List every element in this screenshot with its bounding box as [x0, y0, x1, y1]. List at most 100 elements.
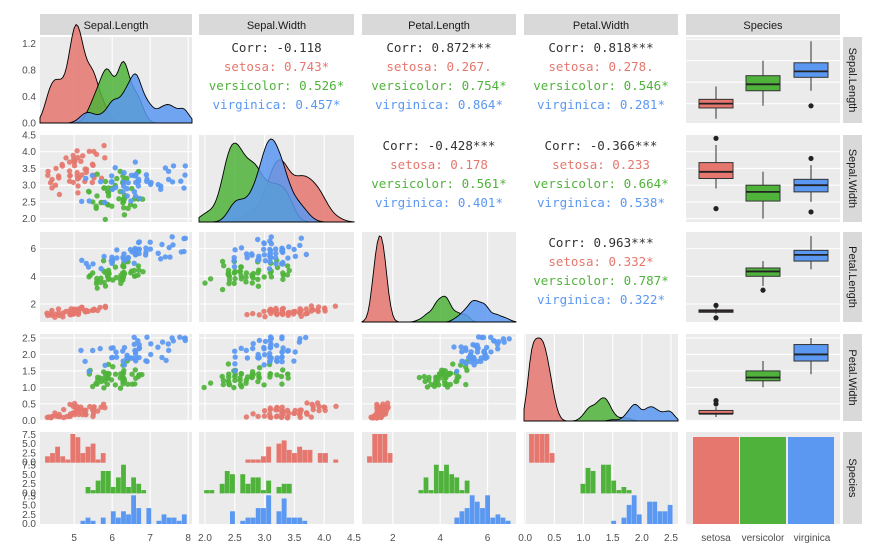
hist-bar-setosa [60, 456, 66, 463]
point-virginica [169, 335, 175, 341]
hist-bar-versicolor [255, 477, 261, 494]
point-virginica [120, 189, 126, 195]
hist-bar-virginica [611, 520, 617, 524]
hist-bar-versicolor [464, 480, 470, 494]
point-versicolor [422, 378, 428, 385]
point-setosa [368, 414, 374, 420]
hist-bar-setosa [245, 459, 251, 463]
x-tick-label: 4.5 [347, 533, 361, 544]
point-versicolor [249, 369, 256, 375]
point-virginica [128, 198, 134, 204]
point-virginica [121, 251, 127, 257]
point-versicolor [231, 280, 237, 286]
point-versicolor [243, 274, 249, 280]
hist-bar-setosa [50, 453, 55, 463]
hist-bar-virginica [626, 504, 632, 524]
point-setosa [308, 308, 315, 314]
hist-bar-versicolor [240, 474, 246, 494]
count-tick-label: 0.0 [22, 488, 36, 499]
row-strip [843, 432, 862, 524]
density-tick-label: 0.8 [22, 66, 36, 77]
point-virginica [144, 358, 150, 365]
point-versicolor [444, 372, 451, 378]
hist-bar-virginica [652, 501, 658, 524]
point-virginica [285, 348, 291, 354]
hist-bar-setosa [317, 453, 323, 463]
x-tick-label: 1.5 [606, 533, 620, 544]
point-virginica [451, 344, 457, 350]
point-setosa [55, 413, 61, 420]
y-tick-label: 4 [30, 272, 36, 283]
point-versicolor [226, 371, 232, 377]
row-strip-label: Sepal.Width [846, 149, 858, 208]
point-versicolor [101, 369, 107, 375]
point-virginica [303, 251, 309, 258]
column-strip-label: Petal.Width [573, 20, 629, 32]
hist-bar-setosa [281, 440, 287, 463]
point-virginica [474, 349, 481, 355]
point-versicolor [278, 373, 285, 380]
point-setosa [381, 403, 387, 409]
hist-bar-versicolor [418, 490, 424, 494]
point-versicolor [136, 267, 142, 273]
hist-bar-versicolor [601, 464, 606, 494]
point-virginica [273, 246, 279, 252]
point-setosa [308, 303, 315, 309]
panel-bg [40, 334, 192, 421]
point-setosa [86, 148, 93, 154]
corr-overall: Corr: 0.963*** [548, 235, 653, 250]
hist-bar-virginica [230, 511, 235, 524]
hist-bar-versicolor [245, 483, 251, 494]
point-virginica [78, 347, 84, 354]
hist-bar-versicolor [626, 490, 632, 494]
point-virginica [279, 349, 285, 355]
point-virginica [137, 195, 143, 202]
point-setosa [90, 407, 96, 413]
point-setosa [53, 165, 59, 172]
point-virginica [124, 355, 130, 361]
point-setosa [333, 403, 339, 409]
point-setosa [272, 308, 279, 314]
point-virginica [86, 198, 92, 204]
point-virginica [144, 178, 150, 185]
hist-bar-setosa [55, 446, 60, 463]
count-tick-label: 2.5 [22, 479, 36, 490]
point-virginica [267, 254, 274, 260]
hist-bar-setosa [382, 434, 388, 463]
hist-bar-versicolor [219, 483, 225, 494]
hist-bar-versicolor [580, 483, 586, 494]
point-versicolor [201, 384, 207, 391]
column-strip-label: Sepal.Width [247, 20, 306, 32]
point-virginica [261, 246, 267, 252]
point-virginica [267, 259, 273, 265]
point-virginica [463, 360, 469, 366]
point-virginica [159, 241, 165, 248]
point-setosa [49, 185, 55, 191]
corr-versicolor: versicolor: 0.754* [371, 78, 506, 93]
point-virginica [231, 264, 238, 270]
corr-panel: Corr: 0.872*** setosa: 0.267. versicolor: … [371, 40, 506, 112]
x-tick-label: 3.0 [258, 533, 272, 544]
row-strip [843, 135, 862, 222]
point-virginica [256, 337, 263, 344]
panel-bg [524, 37, 678, 123]
count-tick-label: 5.0 [22, 501, 36, 512]
hist-bar-versicolor [459, 490, 465, 494]
hist-bar-setosa [255, 459, 261, 463]
hist-bar-setosa [286, 449, 292, 463]
point-virginica [98, 179, 104, 185]
point-virginica [101, 253, 107, 260]
hist-bar-virginica [631, 495, 637, 524]
hist-bar-virginica [454, 517, 460, 524]
hist-bar-versicolor [141, 490, 147, 494]
x-tick-label: 5 [71, 533, 77, 544]
box-versicolor [745, 75, 781, 92]
point-virginica [169, 179, 176, 185]
point-virginica [135, 338, 141, 344]
point-versicolor [129, 381, 135, 387]
point-versicolor [121, 269, 127, 276]
hist-bar-setosa [85, 446, 91, 463]
point-versicolor [421, 373, 427, 380]
corr-setosa: setosa: 0.233 [552, 157, 650, 172]
